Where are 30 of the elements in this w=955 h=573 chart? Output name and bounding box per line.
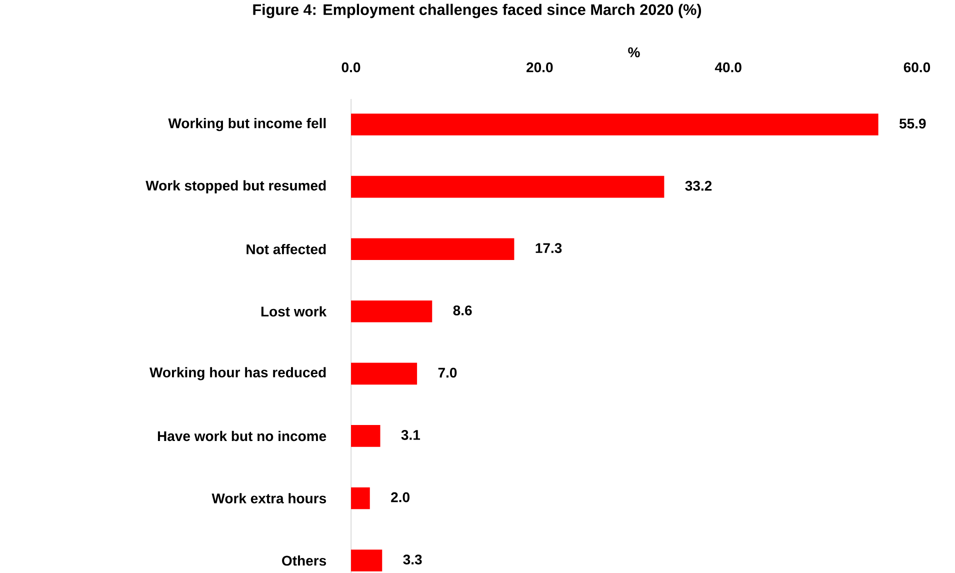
bar xyxy=(351,114,878,136)
bar xyxy=(351,300,432,322)
y-tick-label: Work stopped but resumed xyxy=(146,180,326,194)
x-tick-label: 40.0 xyxy=(714,62,742,72)
data-label: 3.3 xyxy=(403,554,422,565)
data-label: 8.6 xyxy=(453,305,472,316)
y-tick-label: Others xyxy=(282,555,326,566)
y-tick-label: Working but income fell xyxy=(168,118,326,132)
data-label: 3.1 xyxy=(401,430,420,440)
y-tick-label: Work extra hours xyxy=(212,493,326,504)
x-tick-label: 60.0 xyxy=(904,62,930,72)
bar xyxy=(351,425,380,447)
y-tick-label: Have work but no income xyxy=(158,430,326,442)
bar xyxy=(351,487,370,510)
bar xyxy=(351,550,382,572)
data-label: 2.0 xyxy=(391,492,410,502)
bar xyxy=(351,176,664,198)
bar xyxy=(351,238,514,260)
chart-title: Figure 4: Employment challenges faced since March 2020 (%) xyxy=(253,4,702,18)
data-label: 33.2 xyxy=(685,180,712,191)
y-tick-label: Lost work xyxy=(261,306,327,317)
bar xyxy=(351,362,418,385)
data-label: 55.9 xyxy=(899,118,926,128)
data-label: 17.3 xyxy=(536,243,562,254)
x-tick-label: 0.0 xyxy=(342,62,360,72)
x-tick-label: 20.0 xyxy=(526,62,553,72)
y-tick-label: Working hour has reduced xyxy=(150,367,326,380)
data-label: 7.0 xyxy=(438,368,457,378)
y-tick-label: Not affected xyxy=(246,244,326,254)
x-axis-title: % xyxy=(628,47,640,58)
